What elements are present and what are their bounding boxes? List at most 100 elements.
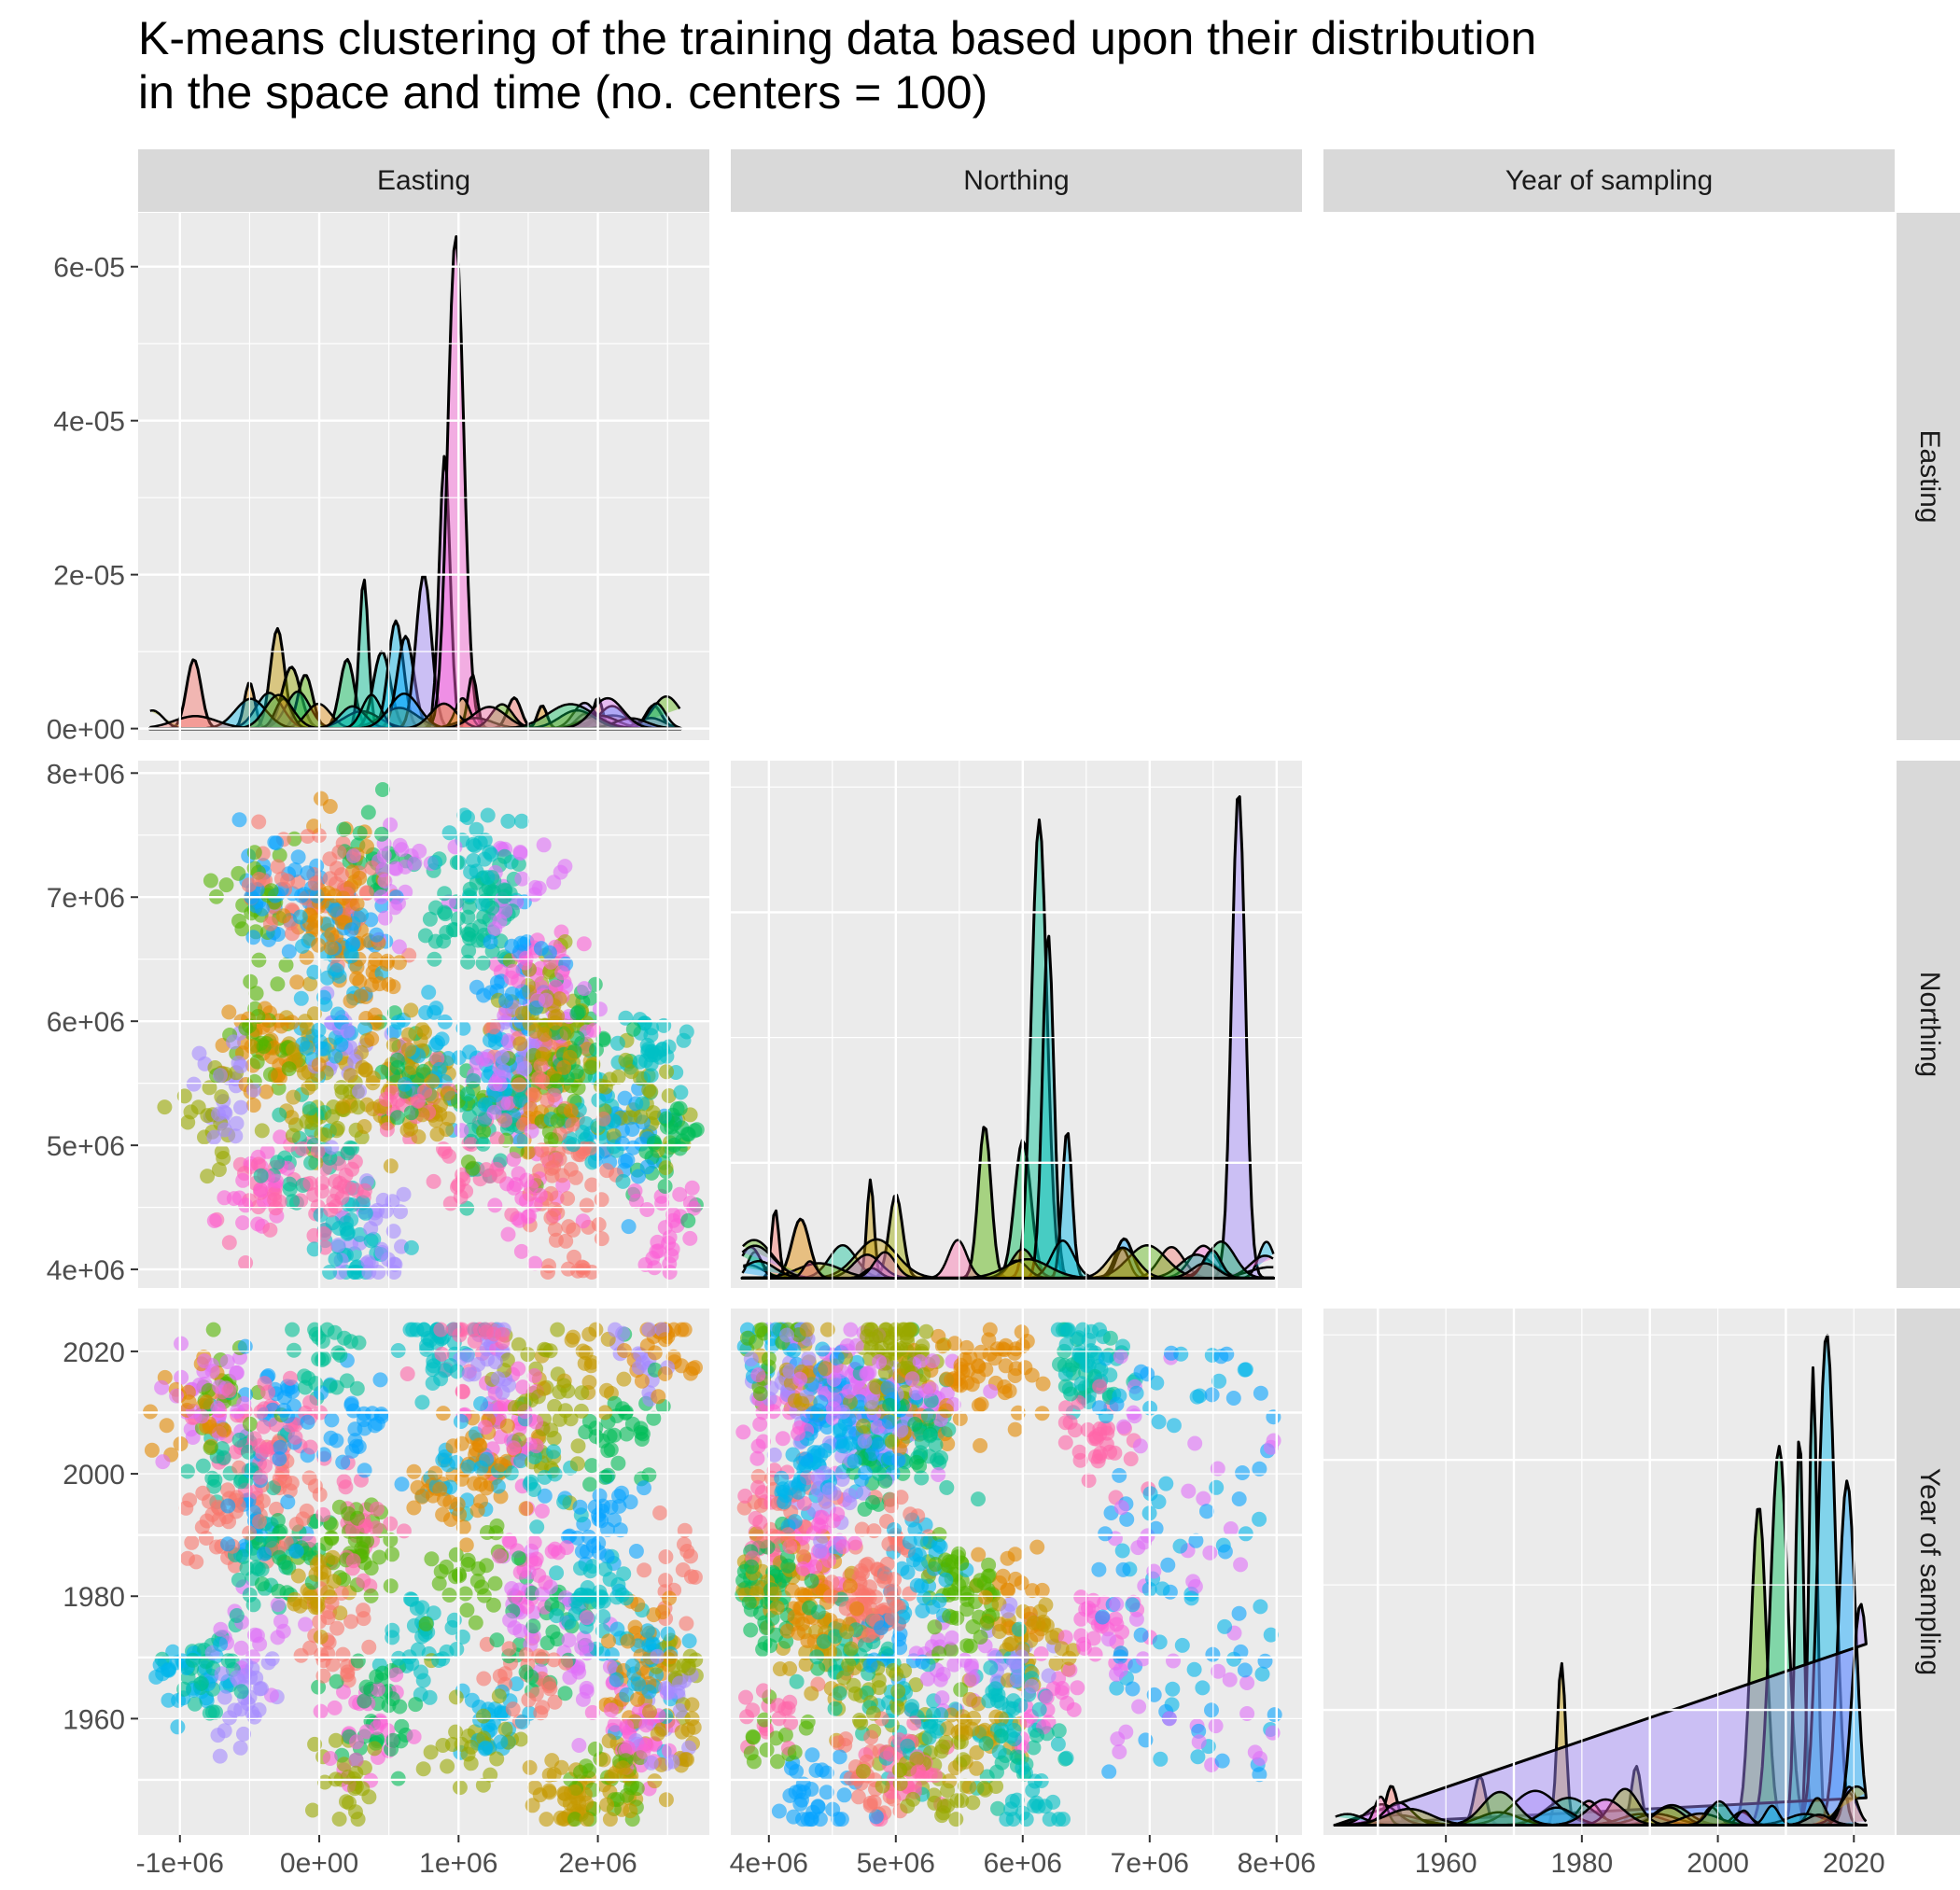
point xyxy=(539,1812,554,1827)
point xyxy=(426,1173,441,1189)
point xyxy=(414,1394,430,1410)
point xyxy=(602,1812,618,1827)
point xyxy=(553,1810,568,1826)
point xyxy=(582,1059,598,1075)
panel-grid-1 xyxy=(138,761,709,1288)
point xyxy=(272,847,287,863)
point xyxy=(528,1687,544,1702)
point xyxy=(651,1389,666,1405)
point xyxy=(155,1454,171,1470)
point xyxy=(879,1556,895,1572)
point xyxy=(547,1015,563,1030)
point xyxy=(1058,1750,1074,1766)
point xyxy=(328,1732,343,1748)
point xyxy=(324,1530,339,1546)
point xyxy=(577,981,593,997)
point xyxy=(399,1366,415,1381)
point xyxy=(363,1233,379,1249)
point xyxy=(615,1760,631,1776)
point xyxy=(821,1482,837,1498)
point xyxy=(205,1322,221,1337)
point xyxy=(235,1172,251,1188)
point xyxy=(251,1514,267,1530)
point xyxy=(232,1474,248,1490)
point xyxy=(195,1485,211,1501)
point xyxy=(1007,1421,1023,1437)
point xyxy=(441,1051,456,1066)
point xyxy=(971,1491,986,1507)
point xyxy=(233,1684,249,1700)
point xyxy=(216,1421,231,1437)
point xyxy=(463,864,479,880)
point xyxy=(302,976,318,992)
point xyxy=(674,1120,690,1136)
point xyxy=(433,1322,449,1337)
point xyxy=(472,1477,488,1492)
point xyxy=(810,1799,826,1814)
point xyxy=(930,1631,945,1647)
point xyxy=(344,1443,360,1459)
point xyxy=(276,908,291,924)
strip-top-label-0: Easting xyxy=(377,165,470,196)
point xyxy=(229,1608,245,1623)
chart-title-line-1: K-means clustering of the training data … xyxy=(138,12,1537,64)
point xyxy=(160,1662,175,1678)
point xyxy=(184,1534,200,1550)
point xyxy=(262,916,278,931)
point xyxy=(333,1037,349,1053)
chart-title-line-2: in the space and time (no. centers = 100… xyxy=(138,66,988,119)
point xyxy=(308,1326,324,1342)
point xyxy=(641,1082,657,1098)
point xyxy=(557,1686,573,1701)
point xyxy=(334,1190,350,1206)
point xyxy=(524,1669,539,1685)
point xyxy=(252,1681,268,1697)
point xyxy=(619,1718,635,1734)
point xyxy=(664,1248,679,1264)
y-tick-label-1-1: 5e+06 xyxy=(47,1131,125,1162)
point xyxy=(563,1103,579,1119)
point xyxy=(181,1394,197,1410)
point xyxy=(455,1383,470,1399)
point xyxy=(448,1689,464,1705)
point xyxy=(635,1426,651,1442)
point xyxy=(374,1408,390,1424)
point xyxy=(470,1561,486,1576)
point xyxy=(379,1122,395,1138)
panel-4 xyxy=(731,1309,1302,1835)
point xyxy=(579,1197,595,1213)
point xyxy=(267,1192,283,1208)
point xyxy=(253,1469,268,1485)
point xyxy=(601,1733,617,1749)
point xyxy=(497,1008,512,1024)
point xyxy=(534,1072,550,1088)
point xyxy=(597,1561,613,1577)
point xyxy=(842,1578,858,1594)
point xyxy=(1073,1376,1089,1392)
point xyxy=(286,1342,301,1358)
point xyxy=(579,1610,595,1626)
point xyxy=(522,1759,538,1775)
point xyxy=(858,1465,873,1481)
point xyxy=(286,1042,301,1057)
point xyxy=(737,1488,753,1504)
point xyxy=(550,1322,566,1337)
point xyxy=(779,1623,795,1639)
point xyxy=(315,1506,331,1522)
point xyxy=(293,990,309,1006)
point xyxy=(245,930,261,945)
point xyxy=(437,886,453,902)
point xyxy=(584,1177,600,1193)
density-bump-26 xyxy=(203,697,298,730)
panel-0 xyxy=(138,213,709,740)
point xyxy=(525,1086,540,1102)
point xyxy=(608,1322,623,1337)
point xyxy=(454,1736,469,1752)
point xyxy=(578,1345,594,1361)
point xyxy=(469,1055,484,1071)
point xyxy=(492,1548,508,1564)
point xyxy=(391,895,406,911)
point xyxy=(610,1455,626,1471)
point xyxy=(680,1212,696,1228)
point xyxy=(371,1549,387,1565)
